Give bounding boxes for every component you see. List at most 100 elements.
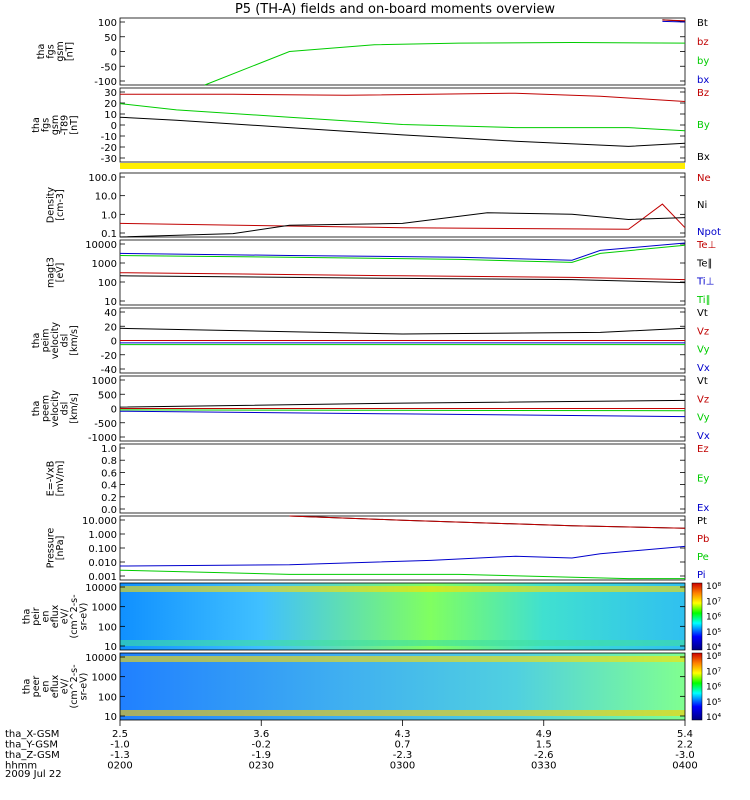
x-tick-label: 1.5	[536, 740, 552, 751]
y-tick-label: 0.001	[88, 572, 117, 583]
y-tick-label: 0.8	[101, 456, 117, 467]
legend-entry: Bz	[697, 88, 709, 99]
y-axis-label: peer	[31, 676, 42, 698]
y-tick-label: 0.4	[101, 481, 117, 492]
chart-title: P5 (TH-A) fields and on-board moments ov…	[235, 2, 555, 17]
legend-entry: Npot	[697, 227, 721, 238]
legend-entry: Pe	[697, 552, 709, 563]
series-Ni	[119, 212, 686, 238]
y-tick-label: 100.0	[88, 173, 117, 184]
x-tick-label: 2.2	[677, 740, 693, 751]
y-tick-label: -10	[101, 132, 117, 143]
legend-entry: by	[697, 56, 709, 67]
panel-frame	[119, 515, 686, 581]
panel-4: 10000 1000 100 10 magt3[eV] Te⊥ Te∥ Ti⊥ Ti∥	[45, 239, 716, 308]
x-row-label: tha_Z-GSM	[5, 750, 60, 761]
colorbar-label: 10⁸	[706, 582, 721, 592]
y-tick-label: 10000	[85, 240, 117, 251]
legend-entry: Te∥	[696, 258, 713, 269]
series-Ne	[119, 203, 686, 230]
x-tick-label: -1.3	[110, 750, 130, 761]
y-tick-label: 1000	[92, 673, 117, 684]
y-tick-label: 40	[104, 308, 117, 319]
y-axis-label: eflux	[50, 604, 61, 628]
y-tick-label: 1000	[92, 376, 117, 387]
panel-frame	[119, 17, 686, 86]
y-tick-label: 50	[104, 33, 117, 44]
y-axis-label: [km/s]	[69, 325, 80, 355]
series-Vx	[119, 410, 686, 418]
y-axis-label: tha	[31, 333, 42, 349]
y-axis-label: velocity	[50, 322, 61, 360]
panel-9: 10⁸ 10⁷ 10⁶ 10⁵ 10⁴ 10000 1000 100 10 thapeirenef…	[22, 582, 722, 653]
legend-entry: Vt	[697, 376, 708, 387]
y-axis-label: dsl	[60, 402, 71, 416]
legend-entry: Bt	[697, 18, 708, 29]
y-tick-label: 1000	[92, 603, 117, 614]
y-axis-label: magt3	[45, 257, 56, 288]
y-tick-label: -50	[101, 62, 117, 73]
legend-entry: By	[697, 120, 710, 131]
x-tick-label: 4.9	[536, 729, 552, 740]
legend-entry: Vz	[697, 326, 709, 337]
y-tick-label: 100	[98, 692, 117, 703]
x-row-label: tha_X-GSM	[5, 729, 59, 740]
y-axis-label: eflux	[50, 674, 61, 698]
panel-frame	[119, 172, 686, 238]
y-tick-label: 100	[98, 622, 117, 633]
legend-entry: Bx	[697, 152, 710, 163]
y-axis-label: velocity	[50, 390, 61, 428]
y-tick-label: 0	[111, 121, 117, 132]
x-tick-label: 2.5	[112, 729, 128, 740]
y-tick-label: 10.000	[82, 516, 117, 527]
colorbar-label: 10⁷	[706, 597, 721, 607]
legend-entry: Ti⊥	[696, 277, 714, 288]
y-axis-label: eV/	[60, 608, 71, 624]
y-axis-label: -T89	[60, 115, 71, 135]
legend-entry: bx	[697, 75, 709, 86]
y-axis-label: [nT]	[64, 42, 75, 61]
legend-entry: Pb	[697, 534, 709, 545]
legend-entry: Vx	[697, 431, 710, 442]
colorbar-label: 10⁶	[706, 683, 721, 693]
colorbar	[691, 582, 703, 651]
y-tick-label: 10	[104, 712, 117, 723]
y-axis-label: fgs	[41, 118, 52, 132]
y-tick-label: 0.0	[101, 505, 117, 516]
y-tick-label: 0.010	[88, 558, 117, 569]
legend-entry: Vz	[697, 394, 709, 405]
x-tick-label: -0.2	[251, 740, 271, 751]
spectrogram	[120, 653, 685, 720]
y-tick-label: 20	[104, 99, 117, 110]
y-tick-label: 0.6	[101, 468, 117, 479]
y-tick-label: -30	[101, 154, 117, 165]
y-tick-label: 30	[104, 88, 117, 99]
colorbar-label: 10⁸	[706, 652, 721, 662]
y-tick-label: 20	[104, 322, 117, 333]
legend-entry: Vt	[697, 308, 708, 319]
flag-bar	[120, 163, 685, 169]
y-axis-label: sr-eV)	[79, 673, 90, 701]
y-axis-label: tha	[36, 44, 47, 60]
y-tick-label: 0	[111, 48, 117, 59]
y-tick-label: 1.000	[88, 530, 117, 541]
y-axis-label: Pressure	[45, 528, 56, 569]
y-axis-label: eV/	[60, 678, 71, 694]
y-tick-label: 0.1	[101, 229, 117, 240]
panel-8: 10.000 1.000 0.100 0.010 0.001 Pressure[nPa] P…	[45, 515, 709, 583]
spectrogram	[120, 583, 685, 650]
y-tick-label: -500	[94, 419, 117, 430]
y-tick-label: 0.2	[101, 493, 117, 504]
legend-entry: Ey	[697, 474, 709, 485]
spectrogram-band	[120, 640, 685, 646]
colorbar	[691, 652, 703, 721]
legend-entry: Vy	[697, 345, 710, 356]
x-tick-label: 0.7	[395, 740, 411, 751]
panel-frame	[119, 582, 686, 651]
y-tick-label: 100	[98, 18, 117, 29]
x-tick-label: 0400	[672, 761, 697, 772]
y-axis-label: tha	[31, 117, 42, 133]
y-axis-label: Density	[45, 187, 56, 223]
